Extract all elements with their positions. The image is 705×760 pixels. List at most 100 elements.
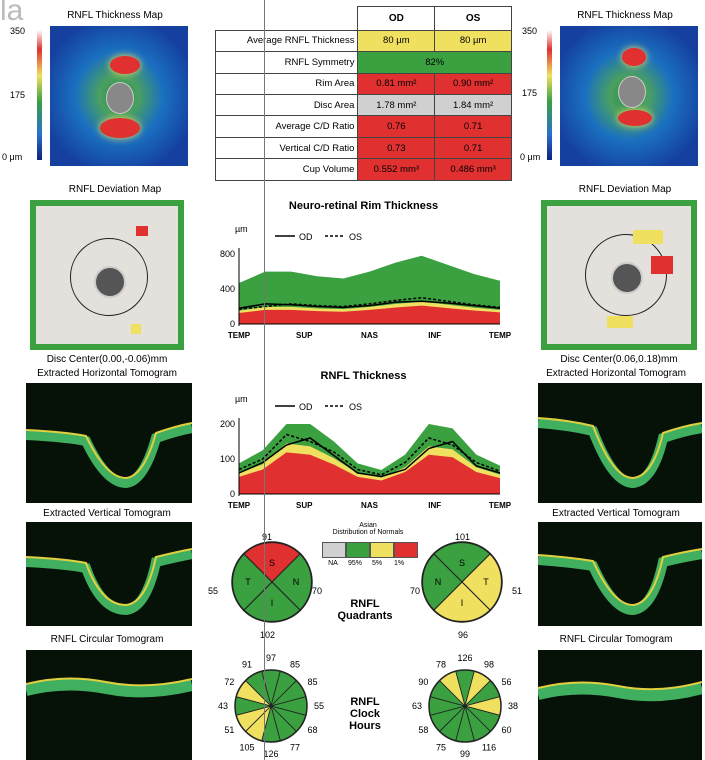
x-tick-label: TEMP <box>228 501 251 510</box>
left-disc-center: Disc Center(0.00,-0.06)mm <box>46 354 168 365</box>
parameters-table: OD OS Average RNFL Thickness 80 µm 80 µm… <box>214 6 512 181</box>
clock-value: 38 <box>508 701 518 711</box>
clock-value: 85 <box>290 659 300 669</box>
row-od-value: 0.73 <box>357 136 436 160</box>
x-tick-label: INF <box>428 501 441 510</box>
x-tick-label: SUP <box>296 501 313 510</box>
os-quad-i: I <box>461 598 464 608</box>
right-vertical-title: Extracted Vertical Tomogram <box>552 508 680 519</box>
y-axis-label: µm <box>235 224 248 234</box>
right-vertical-tomogram <box>538 522 702 626</box>
legend-swatch-1 <box>394 542 418 558</box>
x-tick-label: TEMP <box>489 501 512 510</box>
legend-title: Asian Distribution of Normals <box>322 522 414 536</box>
left-thickness-title: RNFL Thickness Map <box>67 10 163 21</box>
os-quad-n: N <box>435 577 442 587</box>
clock-value: 98 <box>484 659 494 669</box>
clock-value: 90 <box>418 677 428 687</box>
od-quad-top: 91 <box>262 532 273 542</box>
y-tick-label: 200 <box>220 419 235 429</box>
x-tick-label: TEMP <box>489 331 512 340</box>
table-row: Cup Volume 0.552 mm³ 0.486 mm³ <box>214 158 512 181</box>
legend-os-label: OS <box>349 402 362 412</box>
legend-os-label: OS <box>349 232 362 242</box>
right-circular-title: RNFL Circular Tomogram <box>559 634 673 645</box>
x-tick-label: NAS <box>361 331 379 340</box>
legend-swatch-95 <box>346 542 370 558</box>
clock-value: 63 <box>412 701 422 711</box>
left-color-scale <box>37 30 42 160</box>
right-deviation-map <box>541 200 697 350</box>
normal-band-red <box>239 452 500 494</box>
os-quad-top: 101 <box>455 532 471 542</box>
row-od-value: 80 µm <box>357 29 436 53</box>
right-thickness-map <box>560 26 698 166</box>
right-scale-top: 350 <box>522 26 538 36</box>
od-quad-n: N <box>293 577 300 587</box>
row-label: Disc Area <box>214 93 359 117</box>
clock-value: 56 <box>502 677 512 687</box>
row-od-value: 1.78 mm² <box>357 93 436 117</box>
left-scale-bot: 0 μm <box>2 152 23 162</box>
rim-chart-title: Neuro-retinal Rim Thickness <box>288 200 439 212</box>
y-tick-label: 400 <box>220 284 235 294</box>
clock-value: 116 <box>482 743 496 753</box>
right-circular-tomogram <box>538 650 702 760</box>
y-tick-label: 0 <box>230 489 235 499</box>
right-thickness-title: RNFL Thickness Map <box>577 10 673 21</box>
row-od-value: 0.76 <box>357 115 436 138</box>
right-scale-bot: 0 μm <box>520 152 541 162</box>
os-quad-right: 51 <box>512 586 523 596</box>
table-head-od: OD <box>357 6 436 31</box>
os-quadrant-chart: S N I T <box>421 541 503 623</box>
legend-title-line1: Asian <box>359 522 377 529</box>
quadrants-label-line2: Quadrants <box>337 610 393 622</box>
od-quad-left: 55 <box>208 586 219 596</box>
clock-value: 43 <box>218 701 228 711</box>
clock-label-line2: Clock <box>350 708 380 720</box>
row-label: RNFL Symmetry <box>214 51 359 74</box>
clock-value: 75 <box>436 743 446 753</box>
x-tick-label: NAS <box>361 501 379 510</box>
right-disc-center: Disc Center(0.06,0.18)mm <box>560 354 678 365</box>
legend-swatch-na <box>322 542 346 558</box>
right-horizontal-title: Extracted Horizontal Tomogram <box>546 368 686 379</box>
right-color-scale <box>547 30 552 160</box>
right-horizontal-tomogram <box>538 383 702 503</box>
clock-value: 105 <box>239 743 254 753</box>
legend-label: 1% <box>393 560 405 567</box>
y-axis-label: µm <box>235 394 248 404</box>
clock-value: 60 <box>502 725 512 735</box>
row-os-value: 0.90 mm² <box>434 72 512 95</box>
clock-value: 97 <box>266 653 276 663</box>
legend-od-label: OD <box>299 232 313 242</box>
rnfl-chart-title: RNFL Thickness <box>320 370 407 382</box>
clock-label-line3: Hours <box>349 720 381 732</box>
row-merged-value: 82% <box>357 51 512 74</box>
left-deviation-map <box>30 200 184 350</box>
os-quad-s: S <box>459 558 465 568</box>
clock-value: 99 <box>460 749 470 759</box>
os-clock-chart: 126 98 56 38 60 116 99 75 58 63 90 78 <box>412 653 518 759</box>
left-scale-mid: 175 <box>10 90 26 100</box>
row-os-value: 0.71 <box>434 115 512 138</box>
left-vertical-title: Extracted Vertical Tomogram <box>43 508 171 519</box>
clock-value: 72 <box>224 677 234 687</box>
clock-outline <box>428 669 502 743</box>
row-label: Rim Area <box>214 72 359 95</box>
x-tick-label: TEMP <box>228 331 251 340</box>
legend-swatch-5 <box>370 542 394 558</box>
clock-value: 126 <box>457 653 472 663</box>
legend-od-label: OD <box>299 402 313 412</box>
row-label: Average RNFL Thickness <box>214 29 359 53</box>
table-row: Disc Area 1.78 mm² 1.84 mm² <box>214 93 512 117</box>
left-thickness-map <box>50 26 188 166</box>
legend-title-line2: Distribution of Normals <box>332 529 404 536</box>
legend-label: NA <box>328 560 338 567</box>
row-label: Average C/D Ratio <box>214 115 359 138</box>
series-od-line <box>238 300 501 309</box>
left-deviation-title: RNFL Deviation Map <box>68 184 162 195</box>
clock-value: 91 <box>242 659 252 669</box>
row-os-value: 1.84 mm² <box>434 93 512 117</box>
clock-value: 68 <box>308 725 318 735</box>
